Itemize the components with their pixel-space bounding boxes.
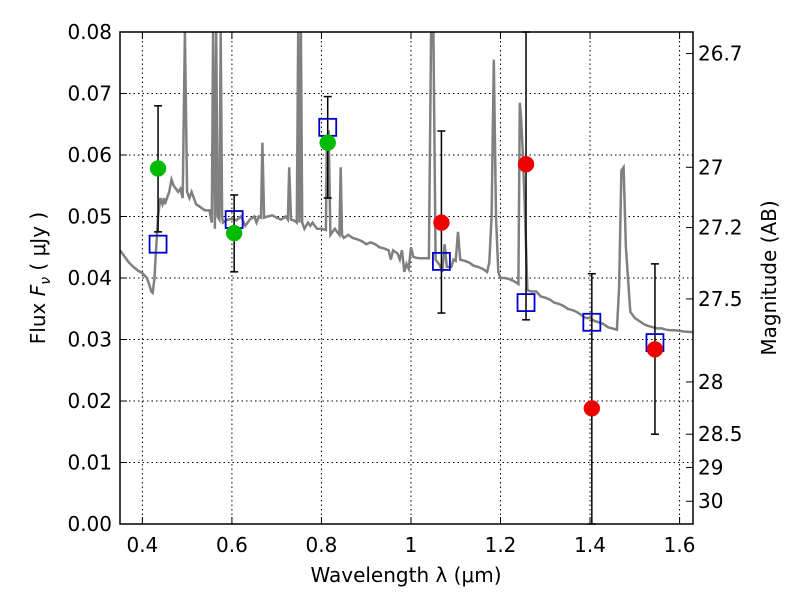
y-tick-label: 0.06 xyxy=(67,143,112,167)
y-tick-label: 0.05 xyxy=(67,205,112,229)
upper-limits-point xyxy=(646,341,664,358)
points-layer xyxy=(148,31,665,525)
right-tick-label: 27.5 xyxy=(698,287,743,311)
model-photometry-square xyxy=(582,312,602,332)
detected-fluxes-point xyxy=(225,224,243,242)
right-axis-label: Magnitude (AB) xyxy=(757,200,781,355)
y-axis-label-symbol: F xyxy=(26,284,50,296)
upper-limits-point xyxy=(433,214,450,231)
x-tick-label: 1.6 xyxy=(664,533,696,557)
detected-fluxes-point xyxy=(149,160,167,177)
model-photometry-square xyxy=(516,293,536,313)
y-tick-label: 0.02 xyxy=(67,389,112,413)
right-tick-label: 28 xyxy=(698,370,723,394)
right-tick-label: 26.7 xyxy=(698,42,743,66)
right-tick-label: 29 xyxy=(698,455,723,479)
upper-limits-point xyxy=(517,155,535,173)
y-tick-label: 0.07 xyxy=(67,82,112,106)
y-axis-label: Flux Fν ( μJy ) xyxy=(26,212,54,344)
y-tick-label: 0.03 xyxy=(67,328,112,352)
spectrum-line xyxy=(120,32,693,334)
ticks-layer: 0.4 0.6 0.8 1 1.2 1.4 1.6 0.00 0.01 0.02 0.03 0.04 0… xyxy=(67,20,742,557)
x-tick-label: 0.4 xyxy=(126,533,158,557)
y-axis-label-unit: ( μJy ) xyxy=(26,212,50,277)
y-axis-label-subscript: ν xyxy=(38,277,54,285)
x-axis-label: Wavelength λ (μm) xyxy=(310,563,501,587)
grid-layer xyxy=(120,31,693,525)
x-tick-label: 1.2 xyxy=(485,533,517,557)
y-axis-label-prefix: Flux xyxy=(26,296,50,344)
y-tick-label: 0.01 xyxy=(67,451,112,475)
right-tick-label: 27 xyxy=(698,155,723,179)
y-tick-label: 0.08 xyxy=(67,20,112,44)
x-tick-label: 1 xyxy=(405,533,418,557)
y-tick-label: 0.04 xyxy=(67,266,112,290)
model-photometry-square xyxy=(148,234,168,254)
y-tick-label: 0.00 xyxy=(67,512,112,536)
x-tick-label: 0.6 xyxy=(216,533,248,557)
x-tick-label: 1.4 xyxy=(574,533,606,557)
spectrum-layer xyxy=(120,32,693,334)
right-tick-label: 28.5 xyxy=(698,422,743,446)
upper-limits-point xyxy=(583,400,601,417)
x-tick-label: 0.8 xyxy=(306,533,338,557)
detected-fluxes-point xyxy=(319,134,336,151)
model-photometry-square xyxy=(432,251,451,271)
right-tick-label: 27.2 xyxy=(698,216,743,240)
right-tick-label: 30 xyxy=(698,489,723,513)
